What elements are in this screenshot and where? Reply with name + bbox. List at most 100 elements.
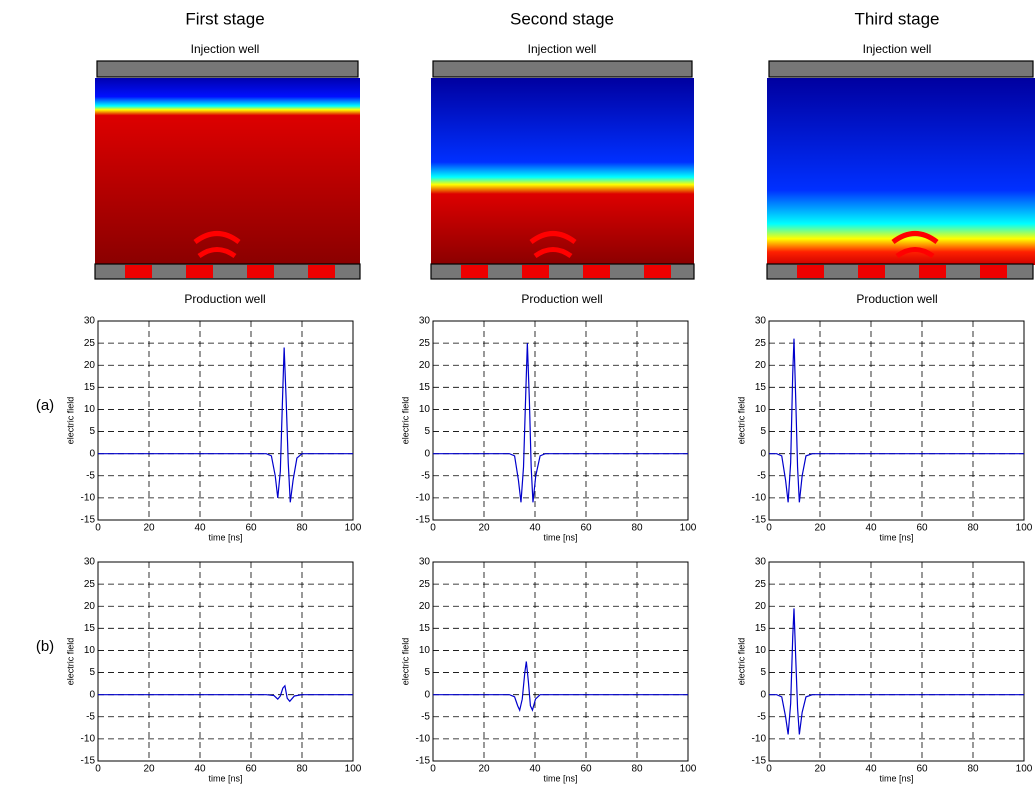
y-tick-label: 15	[419, 382, 431, 393]
wave-arc	[197, 247, 237, 259]
axes-frame	[97, 561, 354, 762]
injection-well	[432, 60, 693, 78]
y-tick-label: 20	[755, 360, 767, 371]
y-tick-label: 20	[755, 601, 767, 612]
x-tick-label: 80	[967, 523, 979, 534]
plot-area	[98, 321, 353, 520]
y-tick-label: 20	[419, 601, 431, 612]
y-axis-label: electric field	[65, 638, 75, 686]
y-tick-label: 15	[419, 623, 431, 634]
plot-area	[769, 562, 1024, 761]
y-axis-label: electric field	[736, 397, 746, 445]
production-well	[94, 263, 361, 280]
production-label: Production well	[856, 292, 937, 306]
y-tick-label: 10	[84, 645, 96, 656]
y-axis-label: electric field	[736, 638, 746, 686]
x-axis-label: time [ns]	[543, 773, 577, 783]
x-tick-label: 0	[430, 764, 436, 775]
y-tick-label: 20	[84, 601, 96, 612]
y-tick-label: -10	[416, 734, 431, 745]
x-tick-label: 100	[1016, 523, 1033, 534]
y-tick-label: 15	[84, 382, 96, 393]
x-tick-label: 100	[1016, 764, 1033, 775]
y-tick-label: 0	[424, 448, 430, 459]
wave-arc	[891, 231, 939, 245]
injection-well	[768, 60, 1034, 78]
axes-frame	[97, 320, 354, 521]
x-tick-label: 40	[194, 523, 206, 534]
plot-area	[433, 562, 688, 761]
y-tick-label: 0	[89, 448, 95, 459]
y-tick-label: 30	[419, 316, 431, 327]
signal-line	[769, 338, 1024, 503]
production-label: Production well	[184, 292, 265, 306]
production-label: Production well	[521, 292, 602, 306]
x-tick-label: 20	[814, 523, 826, 534]
y-tick-label: 25	[84, 579, 96, 590]
y-tick-label: 30	[84, 316, 96, 327]
y-tick-label: 30	[755, 316, 767, 327]
x-tick-label: 100	[680, 523, 697, 534]
y-axis-label: electric field	[65, 397, 75, 445]
perforation	[980, 265, 1007, 278]
axes-frame	[432, 320, 689, 521]
x-tick-label: 60	[580, 523, 592, 534]
y-tick-label: -15	[752, 515, 767, 526]
x-tick-label: 40	[865, 523, 877, 534]
y-tick-label: 30	[755, 557, 767, 568]
signal-line	[98, 347, 353, 503]
perforation	[522, 265, 549, 278]
y-tick-label: 5	[89, 426, 95, 437]
y-tick-label: -5	[757, 470, 766, 481]
x-tick-label: 0	[766, 523, 772, 534]
y-tick-label: 10	[419, 404, 431, 415]
y-tick-label: -10	[81, 493, 96, 504]
y-tick-label: -15	[752, 756, 767, 767]
y-tick-label: -15	[416, 756, 431, 767]
stage-title: Second stage	[510, 9, 614, 28]
x-tick-label: 60	[916, 764, 928, 775]
perforation	[186, 265, 213, 278]
x-tick-label: 20	[143, 523, 155, 534]
y-tick-label: -5	[421, 711, 430, 722]
y-tick-label: 0	[424, 689, 430, 700]
y-tick-label: 15	[755, 382, 767, 393]
injection-label: Injection well	[863, 42, 932, 56]
x-tick-label: 80	[631, 523, 643, 534]
wave-arc	[533, 247, 573, 259]
y-tick-label: -10	[752, 493, 767, 504]
x-tick-label: 0	[430, 523, 436, 534]
reservoir-map	[767, 78, 1035, 265]
y-tick-label: 5	[89, 667, 95, 678]
wave-arc	[895, 247, 935, 259]
x-tick-label: 20	[478, 764, 490, 775]
y-axis-label: electric field	[400, 638, 410, 686]
signal-line	[98, 684, 353, 703]
perforation	[247, 265, 274, 278]
y-tick-label: 25	[755, 579, 767, 590]
y-tick-label: 30	[419, 557, 431, 568]
x-tick-label: 0	[95, 764, 101, 775]
y-tick-label: 20	[84, 360, 96, 371]
x-tick-label: 20	[814, 764, 826, 775]
y-tick-label: 5	[760, 667, 766, 678]
y-tick-label: 5	[760, 426, 766, 437]
y-tick-label: 10	[755, 404, 767, 415]
row-label: (a)	[36, 397, 54, 414]
perforation	[583, 265, 610, 278]
signal-line	[433, 661, 688, 712]
x-axis-label: time [ns]	[879, 773, 913, 783]
injection-well	[96, 60, 359, 78]
y-tick-label: -5	[86, 470, 95, 481]
row-label: (b)	[36, 638, 54, 655]
x-tick-label: 100	[345, 523, 362, 534]
plot-area	[98, 562, 353, 761]
plot-area	[433, 321, 688, 520]
perforation	[461, 265, 488, 278]
y-tick-label: 0	[89, 689, 95, 700]
x-tick-label: 20	[478, 523, 490, 534]
x-tick-label: 60	[245, 523, 257, 534]
y-tick-label: 5	[424, 426, 430, 437]
